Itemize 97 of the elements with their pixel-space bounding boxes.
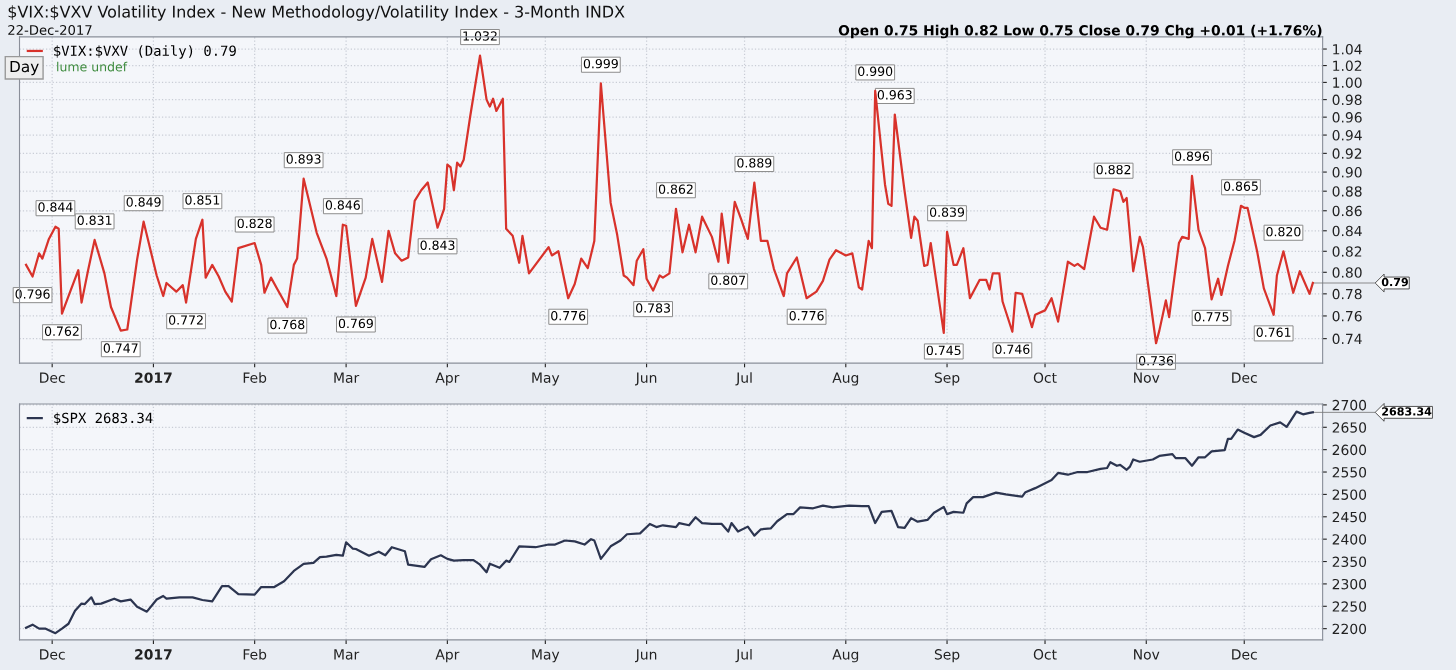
annotation: 2683.34 [1382,407,1432,416]
legend-label: $VIX:$VXV (Daily) 0.79 [54,45,236,59]
y-tick-label: 1.02 [1333,60,1362,72]
annotation: 0.807 [711,275,746,285]
x-tick-label: Dec [1232,372,1257,383]
y-tick-label: 2250 [1332,601,1367,612]
x-tick-label: Apr [435,649,460,663]
y-tick-label: 0.94 [1332,130,1362,141]
annotation: 0.893 [286,154,321,164]
x-tick-label: May [532,372,560,386]
annotation: 1.032 [463,31,497,41]
y-tick-label: 2200 [1332,623,1367,635]
annotation: 0.746 [995,344,1030,354]
annotation: 0.990 [858,66,893,77]
y-tick-label: 2500 [1332,489,1367,500]
annotation: 0.769 [338,318,373,329]
x-tick-label: Mar [334,372,360,383]
y-tick-label: 2550 [1332,467,1367,478]
x-tick-label: Aug [832,372,859,386]
annotation: 0.882 [1096,164,1131,175]
annotation: 0.844 [38,202,73,212]
y-tick-label: 0.82 [1332,246,1362,257]
y-tick-label: 2700 [1332,399,1367,411]
annotation: 0.768 [270,319,305,330]
x-tick-label: Nov [1134,372,1160,383]
annotation: lume undef [57,61,128,72]
annotation: 0.796 [15,289,50,299]
x-tick-label: 2017 [135,649,172,660]
x-tick-label: Nov [1134,649,1160,660]
y-tick-label: 1.00 [1333,77,1362,88]
x-tick-label: Jul [735,372,752,386]
x-tick-label: Sep [934,372,960,386]
y-tick-label: 2450 [1332,511,1367,523]
annotation: 0.889 [737,158,772,168]
y-tick-label: 0.96 [1332,112,1362,123]
y-tick-label: 0.74 [1332,333,1362,345]
annotation: 0.865 [1223,181,1258,191]
y-tick-label: 0.80 [1332,267,1362,278]
x-tick-label: Jul [735,648,752,663]
annotation: 0.736 [1139,355,1174,366]
chart-subtitle: 22-Dec-2017 [8,25,92,35]
line-series [24,410,1314,635]
annotation: Open 0.75 High 0.82 Low 0.75 Close 0.79 Chg +0.01 (+1.76%) [838,24,1322,39]
x-tick-label: Mar [334,649,360,660]
y-tick-label: 0.90 [1332,167,1362,178]
annotation: 0.843 [420,240,455,250]
y-tick-label: 2400 [1332,534,1367,545]
x-tick-label: Apr [435,372,460,386]
annotation: 0.745 [926,345,961,356]
y-tick-label: 2300 [1332,578,1367,590]
y-tick-label: 2350 [1332,556,1367,568]
annotation: 0.747 [103,343,138,353]
y-tick-label: 0.76 [1332,310,1362,322]
y-tick-label: 0.86 [1332,205,1362,217]
legend-label: $SPX 2683.34 [54,412,153,426]
y-tick-label: 0.98 [1332,94,1362,106]
y-tick-label: 0.88 [1332,186,1362,197]
x-tick-label: Feb [243,648,267,660]
x-tick-label: Aug [832,649,859,663]
annotation: 0.828 [237,218,272,229]
annotation: 0.862 [658,184,693,194]
y-tick-label: 0.92 [1332,148,1362,159]
annotation: 0.761 [1256,327,1291,337]
x-tick-label: Dec [40,372,65,383]
annotation: 0.851 [185,195,220,205]
annotation: 0.896 [1174,151,1210,161]
annotation: 0.846 [325,200,360,210]
annotation: 0.831 [77,215,112,226]
annotation: 0.820 [1266,226,1301,237]
annotation: 0.762 [44,326,79,336]
annotation: 0.783 [636,303,670,313]
annotation: 0.963 [877,90,912,100]
x-tick-label: Jun [635,649,657,663]
x-tick-label: Dec [40,649,65,660]
annotation: 0.776 [789,310,824,321]
x-tick-label: May [532,649,560,663]
annotation: Day [10,60,39,76]
y-tick-label: 2600 [1332,444,1367,456]
annotation: 0.839 [929,207,965,217]
x-tick-label: Feb [243,372,267,383]
x-tick-label: Jun [635,372,657,386]
x-tick-label: 2017 [135,372,172,383]
x-tick-label: Sep [934,649,960,663]
annotation: 0.772 [169,315,203,325]
x-tick-label: Oct [1033,649,1057,660]
annotation: 0.775 [1194,312,1229,322]
y-tick-label: 1.04 [1333,44,1362,55]
annotation: 0.776 [551,310,586,321]
annotation: 0.79 [1381,277,1408,287]
x-tick-label: Oct [1033,372,1057,383]
x-tick-label: Dec [1232,649,1257,660]
chart-title: $VIX:$VXV Volatility Index - New Methodology/Volatility Index - 3-Month INDX [8,5,625,21]
annotation: 0.849 [126,197,161,207]
y-tick-label: 2650 [1332,422,1367,433]
y-tick-label: 0.78 [1332,288,1362,300]
annotation: 0.999 [583,58,618,69]
y-tick-label: 0.84 [1332,225,1362,237]
